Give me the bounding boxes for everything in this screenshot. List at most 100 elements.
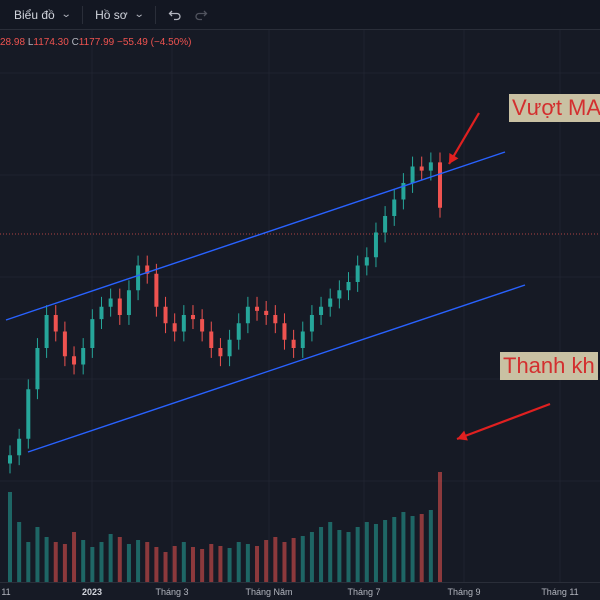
volume-bar [26,542,31,582]
candle-body [392,199,397,216]
volume-bar [44,537,49,582]
legend-close-value: 1177.99 [78,37,115,48]
volume-bar [300,536,305,582]
redo-icon [195,10,208,20]
volume-bar [392,517,397,582]
volume-bar [190,547,195,582]
volume-bar [328,522,333,582]
toolbar-divider [82,5,84,24]
volume-bar [218,546,223,582]
chevron-down-icon: ⌄ [60,9,72,20]
volume-bar [99,542,104,582]
volume-bar [227,548,232,582]
volume-bar [438,472,442,582]
candle-body [291,339,296,348]
candle-body [245,306,250,324]
candle-body [154,273,159,307]
annotation-top: Vượt MA [509,94,600,122]
volume-bar [383,520,388,582]
candle-body [17,438,22,456]
volume-bar [255,546,260,582]
annotation-bottom: Thanh kh [500,352,598,380]
x-axis-label: Tháng 9 [447,587,481,597]
candle-body [438,162,442,208]
candle-body [99,306,104,320]
candle-body [190,315,195,320]
volume-bar [35,527,40,582]
candle-body [108,298,113,307]
chart-menu-label: Biểu đồ [14,7,55,22]
x-axis-label: Tháng 3 [155,587,189,597]
candle-body [44,315,49,348]
candle-body [236,323,241,340]
x-axis-label: 2023 [81,587,103,597]
top-toolbar: Biểu đồ ⌄ Hồ sơ ⌄ [0,0,600,30]
volume-bar [172,546,177,582]
candle-body [328,298,333,307]
x-axis-label: Tháng 11 [541,587,579,597]
profile-menu-label: Hồ sơ [95,7,128,22]
x-axis-label: Tháng 7 [347,587,381,597]
volume-bar [8,492,12,582]
volume-bar [291,538,296,582]
candle-body [373,232,378,258]
chevron-down-icon: ⌄ [133,9,145,20]
volume-bar [81,540,86,582]
candle-body [181,315,186,332]
volume-bar [181,542,186,582]
candle-body [209,331,214,348]
candle-body [145,265,150,274]
volume-bar [364,522,369,582]
volume-bar [419,514,424,582]
candle-body [53,315,58,332]
legend-change-value: −55.49 (−4.50%) [116,37,192,48]
candle-body [419,166,424,171]
candle-body [337,290,342,299]
candle-body [163,306,168,324]
volume-bar [282,542,287,582]
annotation-arrow-bottom [456,402,551,441]
volume-bar [264,540,269,582]
volume-bar [337,530,342,582]
candle-body [346,282,351,291]
candle-body [200,319,205,332]
redo-button[interactable] [188,3,214,27]
legend-open-fragment: 28.98 [0,37,26,48]
volume-bar [273,537,278,582]
x-axis-label: 11 [1,587,11,597]
candle-body [383,216,388,233]
volume-bar [145,542,150,582]
candle-body [172,323,177,332]
volume-bar [401,512,406,582]
volume-bar [72,532,77,582]
annotation-arrow-top [448,112,480,165]
candle-body [309,315,314,332]
profile-menu-button[interactable]: Hồ sơ ⌄ [89,3,149,27]
volume-bar [355,527,360,582]
volume-bar [346,532,351,582]
candle-body [355,265,360,282]
volume-bar [62,544,67,582]
chart-menu-button[interactable]: Biểu đồ ⌄ [8,3,76,27]
volume-bar [428,510,433,582]
toolbar-divider [155,5,157,24]
volume-bar [373,524,378,582]
volume-bar [53,542,58,582]
candle-body [264,310,269,315]
volume-bar [90,547,95,582]
volume-bar [236,542,241,582]
candle-body [136,265,141,291]
undo-button[interactable] [162,3,188,27]
x-axis: 11 2023 Tháng 3 Tháng Năm Tháng 7 Tháng … [0,582,600,600]
volume-bar [17,522,22,582]
volume-bar [209,544,214,582]
annotation-arrow-bottom-head [457,430,468,441]
ohlc-legend: 28.98 L1174.30 C1177.99 −55.49 (−4.50%) [0,37,191,48]
candle-body [300,331,305,348]
candle-body [319,306,324,315]
annotation-arrow-top-head [449,153,459,164]
candle-body [72,356,77,365]
candle-body [35,348,40,390]
price-chart[interactable] [0,30,600,582]
legend-close-key: C [71,37,79,48]
